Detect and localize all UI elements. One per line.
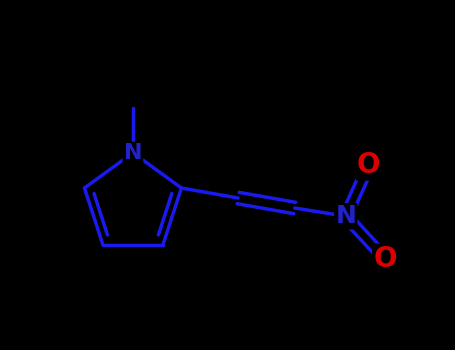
Text: O: O bbox=[357, 151, 380, 179]
Text: N: N bbox=[335, 204, 356, 228]
Text: O: O bbox=[374, 245, 397, 273]
Text: N: N bbox=[124, 143, 142, 163]
